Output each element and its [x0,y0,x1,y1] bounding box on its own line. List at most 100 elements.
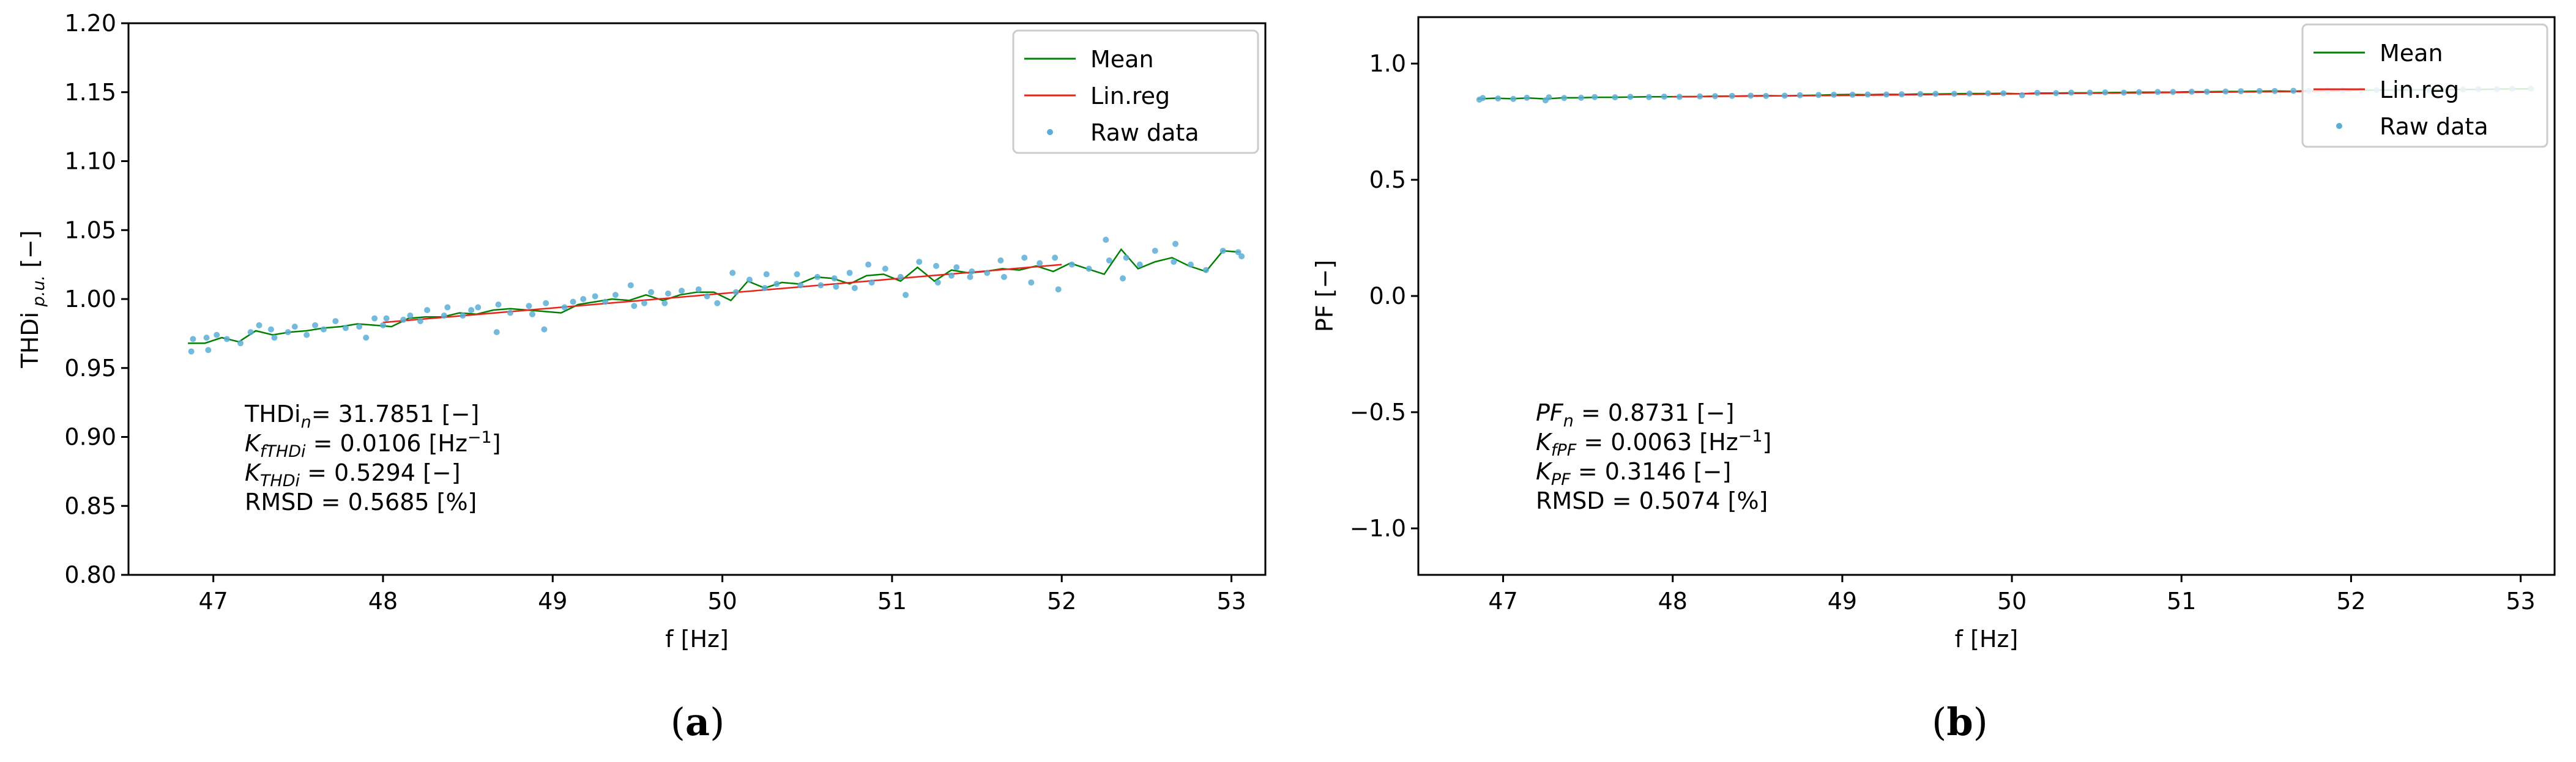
raw-data-point [561,304,568,311]
legend: Mean Lin.reg Raw data [2301,23,2548,148]
raw-data-point [1120,275,1126,282]
raw-data-point [1898,91,1905,98]
raw-data-point [797,282,804,289]
raw-data-point [846,270,853,276]
raw-data-point [460,313,466,319]
annotation-value: 0.5685 [348,489,430,516]
x-tick-label: 51 [877,588,907,615]
mean-line [188,248,1240,344]
raw-data-point [543,300,549,306]
raw-data-point [773,281,780,287]
raw-data-point [1495,95,1502,102]
raw-data-point [761,284,768,291]
y-tick-label: 1.05 [64,216,116,243]
x-tick-label: 53 [1216,588,1246,615]
raw-data-point [356,324,363,330]
raw-data-point [444,304,451,311]
raw-data-point [1932,91,1939,97]
raw-data-point [984,270,991,276]
legend-label: Raw data [2380,113,2489,140]
raw-data-point [897,273,904,280]
raw-data-point [493,329,500,336]
annotation-line: KPF = 0.3146 [−] [1536,458,1731,489]
annotation-value: 0.0106 [340,430,422,457]
raw-data-point [2290,87,2297,94]
raw-data-point [1815,92,1822,98]
raw-data-point [1763,92,1770,99]
raw-data-point [256,322,262,328]
raw-data-point [1676,94,1683,100]
y-tick-label: 1.10 [64,148,116,175]
raw-data-point [383,315,390,322]
y-tick-label: −1.0 [1350,515,1406,542]
raw-data-point [1052,254,1059,261]
raw-data-point [407,313,414,319]
panel-label-a: (a) [671,700,725,744]
raw-data-point [342,325,349,331]
raw-data-point [953,264,960,271]
y-tick-label: 0.85 [64,492,116,519]
panel-label-letter: a [685,700,710,744]
annotation-label: RMSD [245,489,314,516]
annotation-subscript: PF [1551,470,1571,489]
annotation-unit: [−] [434,401,480,427]
raw-data-point [1612,94,1618,101]
panel-label-b: (b) [1932,700,1988,744]
raw-data-point [2086,89,2093,96]
raw-data-point [1546,94,1552,101]
raw-data-point [1480,95,1486,102]
panel-label-paren-close: ) [710,700,724,744]
x-tick-label: 48 [1658,588,1688,615]
raw-data-point [1068,261,1075,268]
annotation-unit: [Hz [1692,429,1738,456]
annotation-unit: [%] [430,489,477,516]
panel-label-letter: b [1946,700,1973,744]
raw-data-point [205,347,212,353]
raw-data-point [1055,286,1062,293]
raw-data-point [379,322,386,328]
legend-label: Lin.reg [2380,76,2459,103]
raw-data-point [1510,95,1517,102]
raw-data-point [441,313,447,319]
raw-data-point [1000,273,1007,280]
legend-box [2301,23,2548,148]
annotation-unit: [−] [415,459,461,486]
raw-data-point [303,331,310,338]
annotation-sep: = [306,430,340,457]
chart-panel-b: 47 48 49 50 51 52 53 −1.0 −0.5 0.0 0.5 1.0 f [Hz] PF … [1311,16,2556,653]
raw-data-point [851,284,858,291]
x-tick-label: 51 [2167,588,2196,615]
raw-data-point [1028,279,1035,286]
raw-data-point [948,272,955,279]
raw-data-point [190,336,196,342]
raw-data-point [933,262,940,269]
raw-data-point [1627,94,1634,100]
raw-data-point [831,275,838,282]
raw-data-point [714,300,721,306]
annotation-subscript: n [301,413,311,432]
legend-label: Raw data [1090,119,1199,146]
y-axis-label-main: THDi [17,312,43,369]
raw-data-point [529,311,536,317]
raw-data-point [526,303,532,309]
raw-data-point [1748,92,1754,99]
raw-data-point [746,276,753,283]
legend-swatch-raw-data [1047,129,1053,135]
annotation-value: 0.3146 [1605,458,1686,485]
annotation-line: PFn = 0.8731 [−] [1536,399,1734,431]
y-tick-label: 0.5 [1369,166,1406,193]
chart-panel-a: 47 48 49 50 51 52 53 0.80 0.85 0.90 0.95 1.00 1.05 1.… [17,10,1267,653]
raw-data-point [997,257,1004,264]
annotation-unit-tail: ] [1762,429,1771,456]
annotation-sep: = [1574,399,1608,426]
raw-data-point [1966,91,1973,97]
annotation-label: THDi [244,401,301,427]
raw-data-point [1103,237,1109,243]
raw-data-point [602,298,609,305]
raw-data-point [1578,94,1585,101]
raw-data-point [1917,91,1924,97]
raw-data-point [2121,89,2127,96]
raw-data-point [903,292,909,298]
raw-data-point [1171,259,1177,265]
raw-data-point [2102,89,2109,96]
